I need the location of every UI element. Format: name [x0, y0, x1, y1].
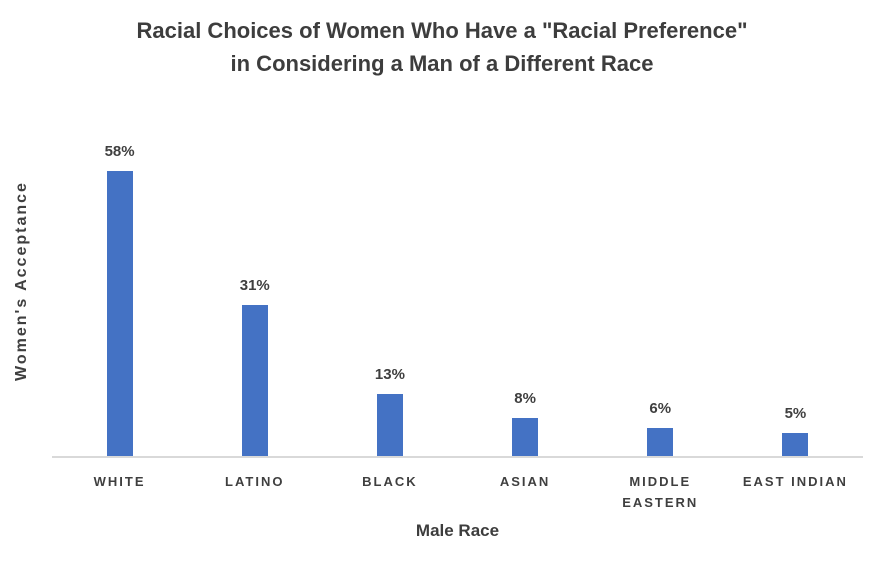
x-axis-line — [52, 456, 863, 458]
x-axis-category-label: WHITE — [93, 474, 146, 489]
x-axis-category-label: LATINO — [225, 474, 285, 489]
bar-value-label: 8% — [514, 390, 536, 407]
chart-title-line-2: in Considering a Man of a Different Race — [230, 51, 654, 76]
bar-asian — [512, 418, 539, 458]
bar-black — [376, 394, 403, 458]
chart-title-line-1: Racial Choices of Women Who Have a "Raci… — [136, 18, 748, 43]
x-axis-title: Male Race — [415, 521, 500, 540]
bar-east-indian — [782, 433, 809, 458]
bar-middle-eastern — [647, 428, 674, 458]
x-axis-category-label: BLACK — [362, 474, 418, 489]
chart-title: Racial Choices of Women Who Have a "Raci… — [0, 14, 884, 80]
x-axis-category-label: ASIAN — [499, 474, 551, 489]
bar-value-label: 6% — [649, 400, 672, 417]
bar-value-label: 13% — [374, 366, 405, 383]
bar-white — [106, 171, 133, 458]
bar-value-label: 31% — [239, 277, 270, 294]
bar-value-label: 58% — [104, 143, 135, 160]
x-axis-category-label: EAST INDIAN — [742, 474, 848, 489]
x-axis-category-label: MIDDLE EASTERN — [622, 474, 699, 510]
y-axis-title: Women's Acceptance — [13, 181, 30, 381]
bar-latino — [241, 305, 268, 458]
bar-value-label: 5% — [784, 405, 807, 422]
